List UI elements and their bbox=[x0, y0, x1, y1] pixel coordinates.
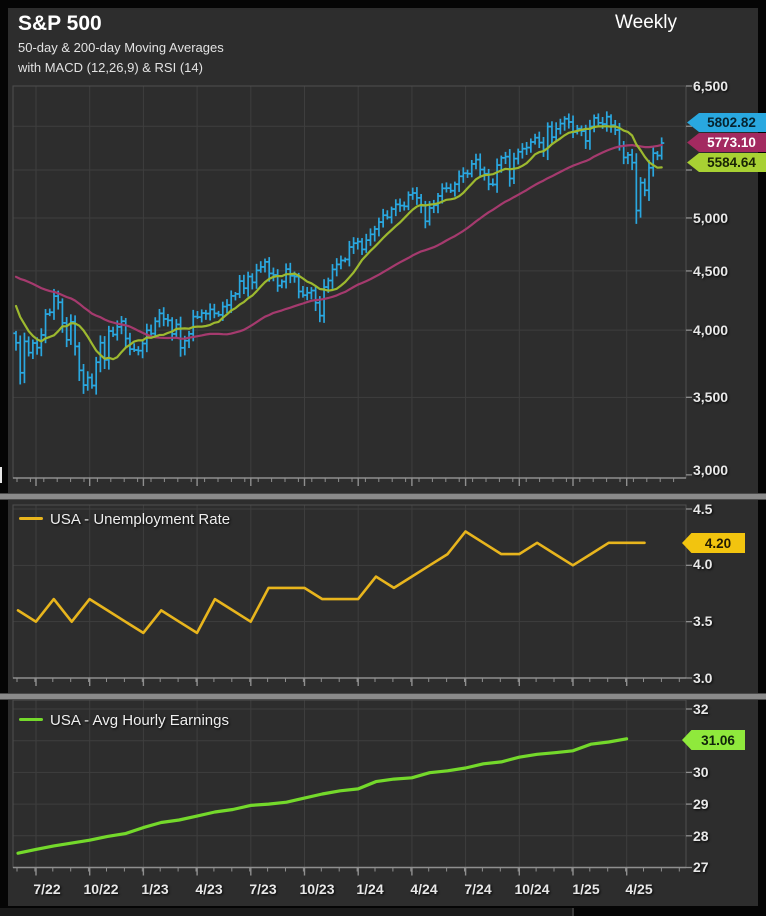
x-tick-10-22: 10/22 bbox=[83, 881, 119, 897]
ma200-value-tag: 5773.10 bbox=[687, 133, 766, 152]
x-tick-1-23: 1/23 bbox=[141, 881, 169, 897]
unemployment-value-tag: 4.20 bbox=[682, 533, 745, 553]
last-price-tag: 5802.82 bbox=[687, 113, 766, 132]
y-tick-3000: 3,000 bbox=[693, 462, 729, 478]
y-tick-32: 32 bbox=[693, 701, 709, 717]
window-edge-artifact bbox=[0, 467, 2, 483]
y-tick-5000: 5,000 bbox=[693, 210, 729, 226]
chart-subtitle-ma: 50-day & 200-day Moving Averages bbox=[18, 40, 224, 55]
y-tick-4000: 4,000 bbox=[693, 322, 729, 338]
x-tick-4-24: 4/24 bbox=[410, 881, 438, 897]
ma50-value-tag: 5584.64 bbox=[687, 153, 766, 172]
y-tick-4500: 4,500 bbox=[693, 263, 729, 279]
x-tick-4-25: 4/25 bbox=[625, 881, 653, 897]
y-tick-6500: 6,500 bbox=[693, 78, 729, 94]
earnings-value-tag: 31.06 bbox=[682, 730, 745, 750]
y-tick-3-5: 3.5 bbox=[693, 613, 713, 629]
x-tick-7-24: 7/24 bbox=[464, 881, 492, 897]
chart-background bbox=[8, 8, 758, 906]
x-tick-7-23: 7/23 bbox=[249, 881, 277, 897]
x-tick-1-24: 1/24 bbox=[356, 881, 384, 897]
y-tick-4-0: 4.0 bbox=[693, 556, 713, 572]
x-tick-10-23: 10/23 bbox=[299, 881, 335, 897]
x-tick-4-23: 4/23 bbox=[195, 881, 223, 897]
x-tick-7-22: 7/22 bbox=[33, 881, 61, 897]
page-title: S&P 500 bbox=[18, 12, 102, 35]
panel-separator[interactable] bbox=[0, 493, 766, 500]
y-tick-4-5: 4.5 bbox=[693, 501, 713, 517]
y-tick-3-0: 3.0 bbox=[693, 670, 713, 686]
earnings-legend-label: USA - Avg Hourly Earnings bbox=[50, 712, 229, 729]
unemployment-legend-label: USA - Unemployment Rate bbox=[50, 511, 231, 528]
earnings-legend-swatch bbox=[19, 718, 43, 721]
y-tick-27: 27 bbox=[693, 859, 709, 875]
y-tick-3500: 3,500 bbox=[693, 389, 729, 405]
panel-separator[interactable] bbox=[0, 693, 766, 700]
x-tick-10-24: 10/24 bbox=[514, 881, 550, 897]
y-tick-29: 29 bbox=[693, 796, 709, 812]
x-tick-1-25: 1/25 bbox=[572, 881, 600, 897]
chart-subtitle-indicators: with MACD (12,26,9) & RSI (14) bbox=[18, 60, 203, 75]
y-tick-30: 30 bbox=[693, 764, 709, 780]
timeframe-label: Weekly bbox=[615, 12, 677, 33]
y-tick-28: 28 bbox=[693, 828, 709, 844]
unemployment-legend-swatch bbox=[19, 517, 43, 520]
bottom-edge-artifact bbox=[0, 908, 574, 916]
